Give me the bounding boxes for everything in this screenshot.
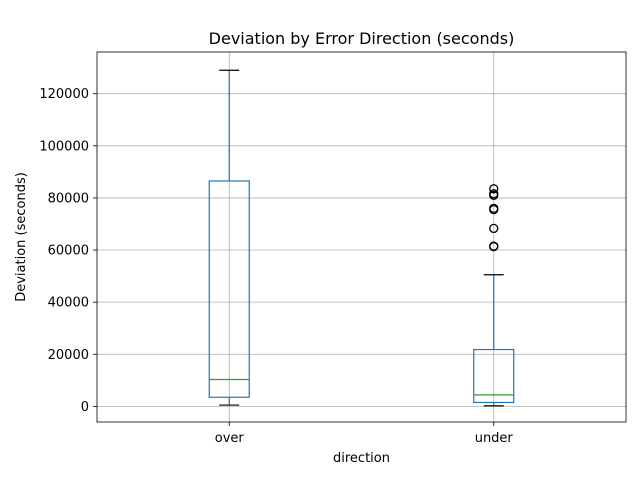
- y-tick-label: 0: [81, 400, 89, 415]
- plot-frame: [96, 51, 627, 423]
- grid-layer: [97, 52, 626, 422]
- y-tick-label: 120000: [39, 87, 89, 102]
- outlier-point: [489, 203, 499, 213]
- y-tick-label: 80000: [48, 191, 89, 206]
- box-iqr: [473, 348, 515, 404]
- chart-title: Deviation by Error Direction (seconds): [209, 29, 515, 48]
- y-tick-label: 100000: [39, 139, 89, 154]
- box-layer: [208, 69, 515, 407]
- x-tick-label: under: [475, 431, 514, 446]
- outlier-point: [489, 189, 499, 199]
- y-tick-label: 60000: [48, 244, 89, 259]
- outlier-point: [489, 241, 499, 251]
- outlier-point: [489, 184, 499, 194]
- x-tick-label: over: [215, 431, 245, 446]
- y-tick-label: 40000: [48, 296, 89, 311]
- x-axis-label: direction: [333, 451, 390, 466]
- box-iqr: [208, 180, 250, 398]
- y-tick-label: 20000: [48, 348, 89, 363]
- y-axis-label: Deviation (seconds): [14, 172, 29, 302]
- tick-layer: 0 20000 40000 60000 80000 100000 120000 over und…: [39, 87, 513, 446]
- outlier-point: [489, 223, 499, 234]
